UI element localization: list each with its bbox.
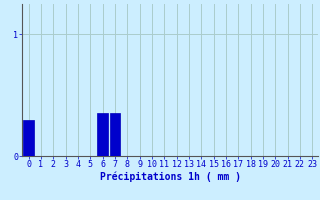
X-axis label: Précipitations 1h ( mm ): Précipitations 1h ( mm ) [100, 172, 241, 182]
Bar [97, 113, 108, 156]
Bar [23, 120, 34, 156]
Bar [110, 113, 120, 156]
